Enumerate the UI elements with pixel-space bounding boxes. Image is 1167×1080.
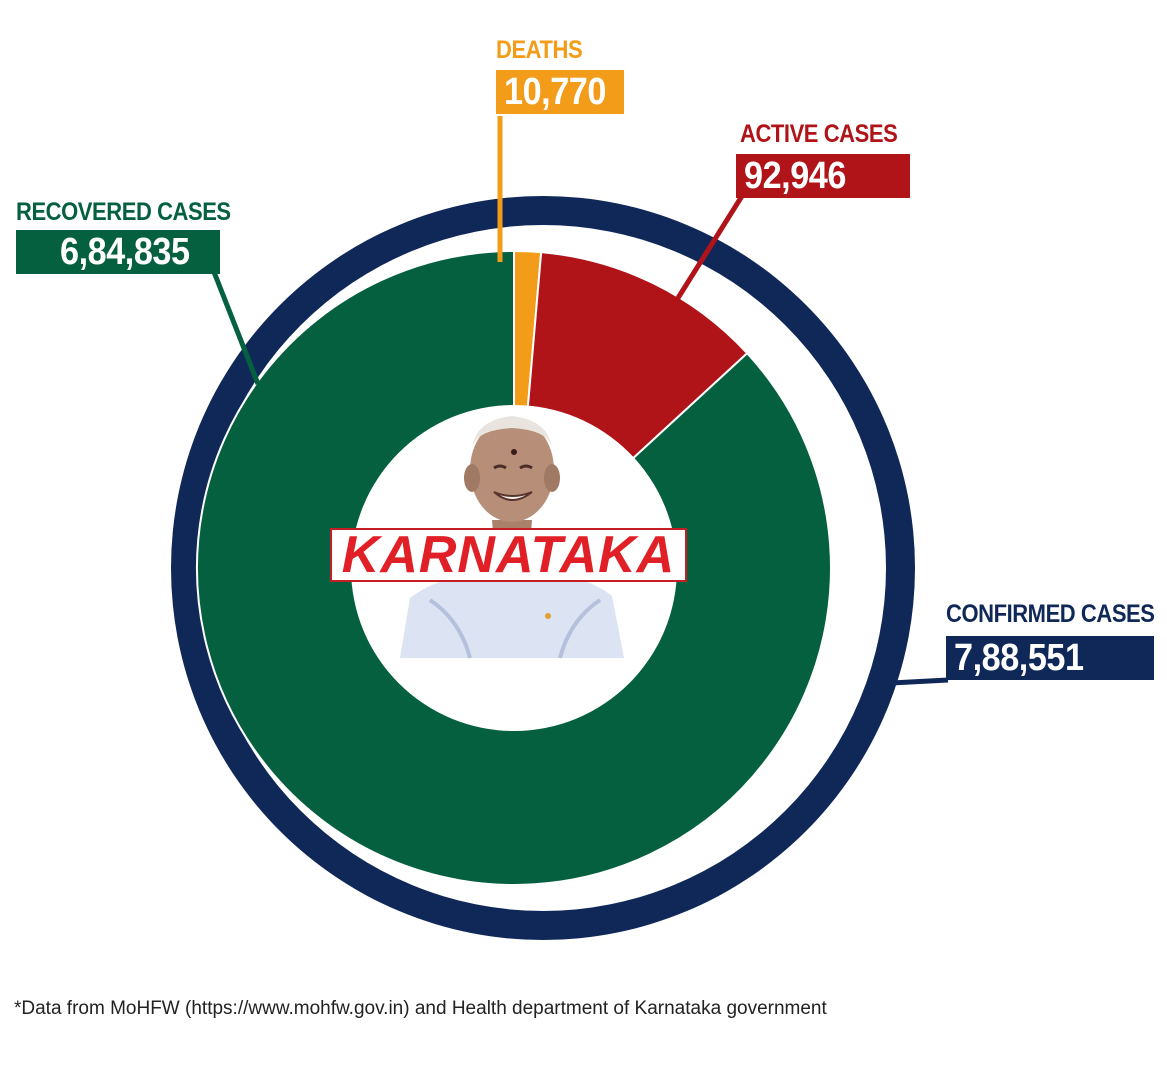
chart-title: KARNATAKA — [341, 526, 676, 584]
confirmed-cases-label: CONFIRMED CASES — [946, 600, 1155, 628]
center-title-box: KARNATAKA — [330, 528, 687, 582]
confirmed-cases-value-text: 7,88,551 — [954, 637, 1084, 679]
recovered-cases-label: RECOVERED CASES — [16, 198, 231, 226]
deaths-value-text: 10,770 — [504, 71, 606, 113]
deaths-label: DEATHS — [496, 36, 583, 64]
leader-active — [675, 194, 745, 300]
active-cases-value-text: 92,946 — [744, 155, 846, 197]
confirmed-cases-value: 7,88,551 — [946, 636, 1154, 680]
leader-recovered — [211, 271, 261, 385]
recovered-cases-value-text: 6,84,835 — [60, 231, 190, 273]
active-cases-label: ACTIVE CASES — [740, 120, 898, 148]
deaths-value: 10,770 — [496, 70, 624, 114]
active-cases-value: 92,946 — [736, 154, 910, 198]
slice-recovered — [196, 249, 832, 886]
leader-confirmed — [871, 677, 949, 687]
footnote: *Data from MoHFW (https://www.mohfw.gov.… — [14, 998, 827, 1019]
recovered-cases-value: 6,84,835 — [16, 230, 220, 274]
center-portrait — [400, 416, 624, 659]
leader-lines — [211, 116, 949, 687]
